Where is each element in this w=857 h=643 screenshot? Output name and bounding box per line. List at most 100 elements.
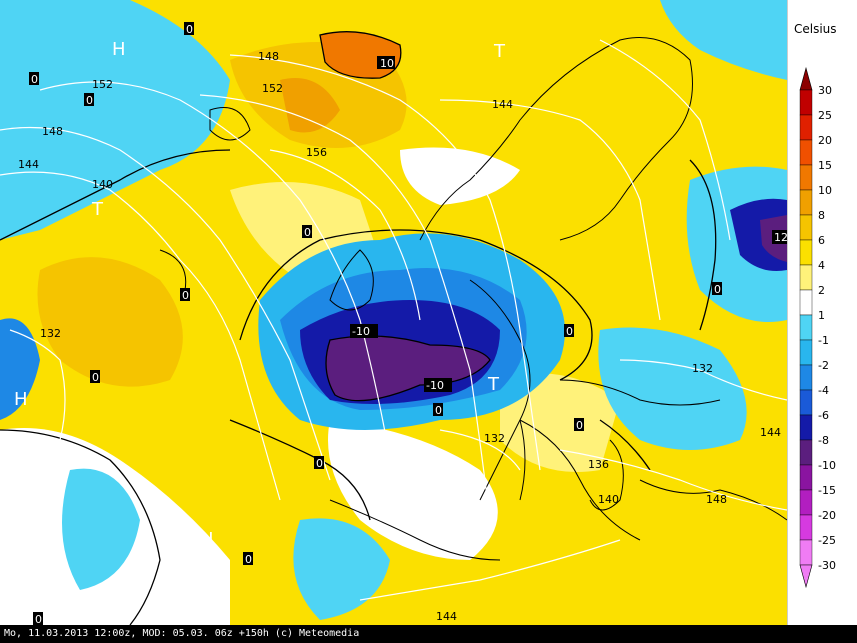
legend-tick-label: 2 (818, 284, 825, 297)
temperature-label: 0 (92, 371, 99, 384)
legend-tick-label: 1 (818, 309, 825, 322)
legend-tick-label: -20 (818, 509, 836, 522)
high-pressure-marker: H (200, 529, 214, 550)
temperature-field-minus4c (0, 318, 40, 420)
isobar-label: 148 (706, 493, 727, 506)
temperature-field-0c (400, 147, 520, 205)
isobar-label: 140 (598, 493, 619, 506)
color-legend: Celsius 30 25 20 15 10 8 6 4 2 1 -1 -2 -4 -6 -8 -10 -15 -… (787, 0, 857, 625)
legend-swatch (799, 189, 813, 216)
weather-map: 148 152 144 148 144 140 152 156 132 132 … (0, 0, 787, 625)
temperature-label: 0 (86, 94, 93, 107)
legend-swatch (799, 364, 813, 391)
legend-swatch (799, 414, 813, 441)
legend-swatch (799, 289, 813, 316)
isobar-label: 152 (262, 82, 283, 95)
isobar-label: 132 (692, 362, 713, 375)
temperature-label: 0 (182, 289, 189, 302)
isobar-label: 148 (42, 125, 63, 138)
legend-swatch (799, 214, 813, 241)
footer-caption: Mo, 11.03.2013 12:00z, MOD: 05.03. 06z +… (0, 625, 857, 643)
legend-swatch (799, 539, 813, 566)
temperature-label: 0 (35, 613, 42, 625)
legend-swatch (799, 514, 813, 541)
legend-swatch (799, 139, 813, 166)
legend-swatch (799, 389, 813, 416)
zero-isotherms (0, 31, 717, 625)
isobar-label: 156 (306, 146, 327, 159)
legend-swatch (799, 89, 813, 116)
legend-swatch (799, 114, 813, 141)
legend-swatch (799, 339, 813, 366)
legend-tick-label: 4 (818, 259, 825, 272)
legend-tick-label: 6 (818, 234, 825, 247)
legend-swatch (799, 314, 813, 341)
temperature-label: 0 (435, 404, 442, 417)
temperature-field-minus10c (326, 336, 490, 401)
legend-tick-label: -25 (818, 534, 836, 547)
temperature-label: 0 (566, 325, 573, 338)
geopotential-labels: 148 152 144 148 144 140 152 156 132 132 … (18, 50, 781, 623)
legend-arrow-up (799, 66, 813, 91)
temperature-label: 0 (245, 553, 252, 566)
temperature-field-8c (280, 78, 340, 133)
temperature-label: 12 (774, 231, 787, 244)
temperature-labels: 10 -10 -10 12 0 0 0 0 0 0 0 0 0 0 0 0 0 (29, 22, 787, 625)
legend-tick-label: -4 (818, 384, 829, 397)
temperature-label: 0 (576, 419, 583, 432)
legend-swatch (799, 239, 813, 266)
coastlines (159, 37, 787, 561)
temperature-label: 0 (316, 457, 323, 470)
legend-tick-label: -6 (818, 409, 829, 422)
legend-tick-label: 30 (818, 84, 832, 97)
legend-swatch (799, 164, 813, 191)
legend-arrow-down (799, 564, 813, 589)
map-canvas: 148 152 144 148 144 140 152 156 132 132 … (0, 0, 787, 625)
isobar-label: 144 (436, 610, 457, 623)
legend-tick-label: -15 (818, 484, 836, 497)
temperature-field-minus2c (62, 468, 140, 590)
isobar-label: 140 (92, 178, 113, 191)
high-pressure-marker: H (112, 39, 126, 60)
legend-tick-label: -2 (818, 359, 829, 372)
legend-tick-label: 15 (818, 159, 832, 172)
legend-swatch (799, 439, 813, 466)
low-pressure-marker: T (487, 374, 500, 395)
legend-title: Celsius (794, 22, 837, 36)
legend-tick-label: 10 (818, 184, 832, 197)
isobar-label: 148 (258, 50, 279, 63)
legend-tick-label: -8 (818, 434, 829, 447)
low-pressure-marker: T (493, 41, 506, 62)
temperature-field-minus2c (660, 0, 787, 80)
temperature-label: -10 (352, 325, 370, 338)
legend-tick-label: -30 (818, 559, 836, 572)
legend-swatch (799, 489, 813, 516)
legend-tick-label: 8 (818, 209, 825, 222)
legend-swatch (799, 264, 813, 291)
temperature-label: 0 (31, 73, 38, 86)
legend-tick-label: -10 (818, 459, 836, 472)
high-pressure-marker: H (14, 389, 28, 410)
isobar-label: 144 (18, 158, 39, 171)
isobar-label: 152 (92, 78, 113, 91)
low-pressure-marker: T (91, 199, 104, 220)
legend-swatch (799, 464, 813, 491)
legend-scale: 30 25 20 15 10 8 6 4 2 1 -1 -2 -4 -6 -8 -10 -15 -20 -25 -30 (799, 66, 836, 589)
isobar-label: 136 (588, 458, 609, 471)
temperature-field-minus2c (293, 518, 390, 620)
temperature-label: 0 (304, 226, 311, 239)
pressure-systems: H T T T H H (14, 39, 506, 550)
isobar-label: 132 (484, 432, 505, 445)
temperature-field-minus2c (0, 0, 230, 240)
temperature-label: -10 (426, 379, 444, 392)
geopotential-contours (0, 39, 787, 601)
temperature-label: 0 (186, 23, 193, 36)
temperature-label: 10 (380, 57, 394, 70)
temperature-field-minus2c (598, 327, 747, 450)
isobar-label: 144 (760, 426, 781, 439)
legend-tick-label: 25 (818, 109, 832, 122)
temperature-field-6c (37, 257, 183, 387)
isobar-label: 144 (492, 98, 513, 111)
legend-tick-label: -1 (818, 334, 829, 347)
temperature-label: 0 (714, 283, 721, 296)
